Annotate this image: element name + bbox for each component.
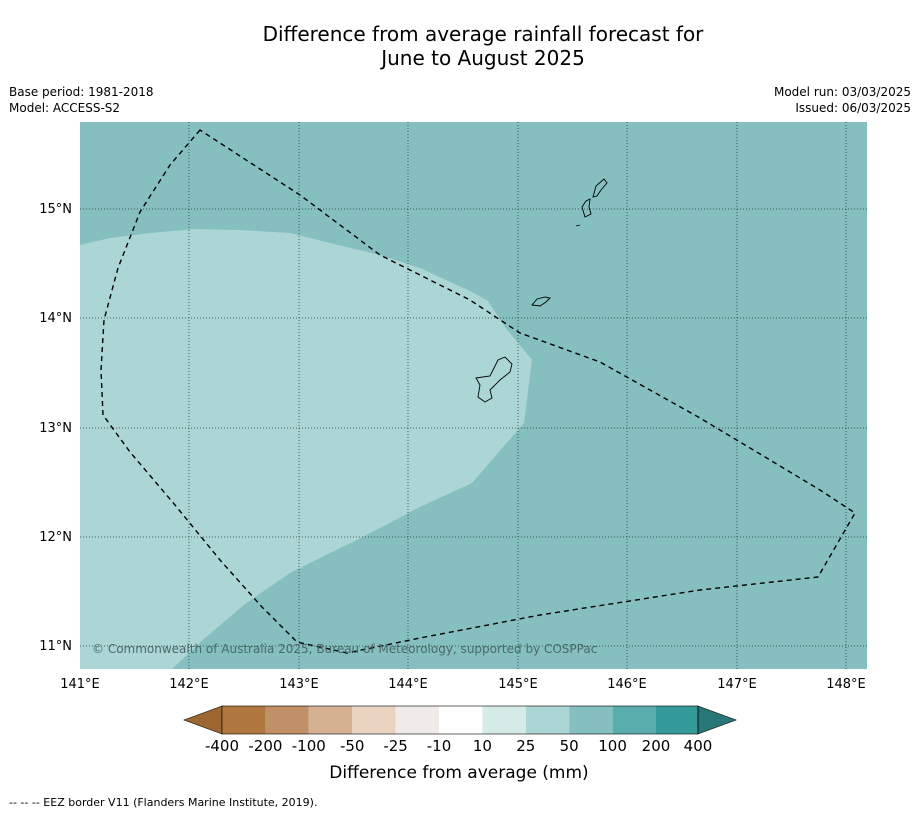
colorbar-segment — [222, 706, 266, 734]
longitude-labels: 141°E 142°E 143°E 144°E 145°E 146°E 147°… — [60, 677, 866, 692]
colorbar-segment — [612, 706, 656, 734]
islands — [475, 178, 608, 403]
island-aguijan — [575, 224, 581, 227]
colorbar-tick: -50 — [340, 737, 365, 755]
issued-text: Issued: 06/03/2025 — [795, 101, 911, 115]
lat-label: 11°N — [39, 639, 72, 654]
colorbar-tick: -400 — [205, 737, 239, 755]
gridlines — [80, 122, 867, 669]
model-text: Model: ACCESS-S2 — [9, 101, 121, 115]
meta-right: Model run: 03/03/2025 Issued: 06/03/2025 — [774, 84, 911, 116]
colorbar-tick: 200 — [642, 737, 671, 755]
island-guam — [475, 356, 513, 403]
colorbar-segment — [395, 706, 439, 734]
lat-label: 15°N — [39, 202, 72, 217]
lon-label: 142°E — [169, 677, 209, 692]
lon-label: 145°E — [498, 677, 538, 692]
lon-label: 144°E — [388, 677, 428, 692]
lon-label: 143°E — [279, 677, 319, 692]
model-run-text: Model run: 03/03/2025 — [773, 85, 911, 99]
colorbar-segment — [656, 706, 698, 734]
colorbar-outline — [221, 705, 699, 735]
colorbar-tick: -100 — [292, 737, 326, 755]
colorbar-tick: -25 — [383, 737, 408, 755]
lon-label: 148°E — [826, 677, 866, 692]
colorbar-tick: 100 — [598, 737, 627, 755]
colorbar-tick: 50 — [560, 737, 579, 755]
colorbar-tick: -10 — [427, 737, 452, 755]
colorbar-label: Difference from average (mm) — [329, 763, 588, 783]
eez-footnote: -- -- -- EEZ border V11 (Flanders Marine… — [9, 796, 318, 809]
lon-label: 147°E — [717, 677, 757, 692]
island-saipan — [592, 178, 608, 198]
lat-label: 14°N — [39, 311, 72, 326]
lon-label: 141°E — [60, 677, 100, 692]
colorbar-segment — [569, 706, 613, 734]
island-rota — [531, 296, 551, 307]
colorbar-low-extension — [183, 705, 223, 735]
title-line-2: June to August 2025 — [381, 46, 585, 70]
map-title: Difference from average rainfall forecas… — [0, 22, 919, 70]
lat-label: 13°N — [39, 421, 72, 436]
colorbar-segment — [525, 706, 570, 734]
colorbar-segment — [265, 706, 309, 734]
colorbar-segment — [352, 706, 396, 734]
colorbar: -400 -200 -100 -50 -25 -10 10 25 50 100 … — [183, 705, 737, 783]
eez-border — [100, 129, 856, 654]
colorbar-segment — [439, 706, 483, 734]
lon-label: 146°E — [607, 677, 647, 692]
colorbar-segment — [482, 706, 526, 734]
colorbar-high-extension — [697, 705, 737, 735]
rainfall-region-light — [80, 229, 532, 669]
colorbar-segment — [308, 706, 353, 734]
lat-label: 12°N — [39, 530, 72, 545]
colorbar-tick: -200 — [248, 737, 282, 755]
copyright-text: © Commonwealth of Australia 2025, Bureau… — [92, 642, 597, 656]
colorbar-tick: 10 — [473, 737, 492, 755]
meta-left: Base period: 1981-2018 Model: ACCESS-S2 — [9, 84, 154, 116]
colorbar-tick: 400 — [684, 737, 713, 755]
title-line-1: Difference from average rainfall forecas… — [262, 22, 704, 46]
island-tinian — [581, 198, 592, 218]
base-period-text: Base period: 1981-2018 — [9, 85, 154, 99]
latitude-labels: 15°N 14°N 13°N 12°N 11°N — [39, 202, 72, 654]
colorbar-tick: 25 — [516, 737, 535, 755]
